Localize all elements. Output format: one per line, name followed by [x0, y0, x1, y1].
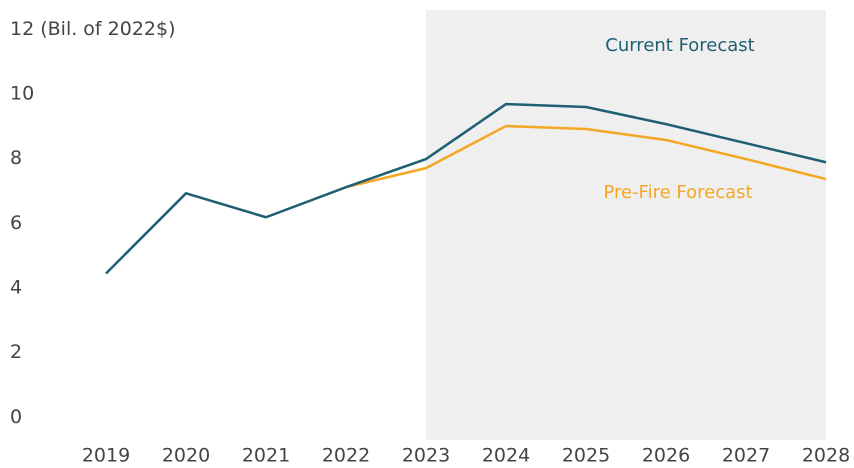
- y-tick-label: 8: [10, 147, 22, 169]
- y-tick-label: 6: [10, 212, 22, 234]
- x-tick-label: 2022: [322, 445, 370, 467]
- legend-label: Pre-Fire Forecast: [603, 182, 752, 203]
- x-tick-label: 2028: [802, 445, 850, 467]
- y-tick-label: 2: [10, 341, 22, 363]
- y-tick-label: 4: [10, 277, 22, 299]
- y-tick-label: 12 (Bil. of 2022$): [10, 18, 176, 40]
- x-tick-label: 2024: [482, 445, 530, 467]
- x-tick-label: 2019: [82, 445, 130, 467]
- series-line: [345, 124, 827, 189]
- y-tick-label: 0: [10, 406, 22, 428]
- forecast-shade: [426, 10, 826, 440]
- y-tick-label: 10: [10, 83, 34, 105]
- series-line: [105, 102, 827, 275]
- x-tick-label: 2027: [722, 445, 770, 467]
- x-tick-label: 2021: [242, 445, 290, 467]
- x-tick-label: 2023: [402, 445, 450, 467]
- legend-label: Current Forecast: [605, 35, 755, 56]
- x-tick-label: 2020: [162, 445, 210, 467]
- x-tick-label: 2026: [642, 445, 690, 467]
- x-tick-label: 2025: [562, 445, 610, 467]
